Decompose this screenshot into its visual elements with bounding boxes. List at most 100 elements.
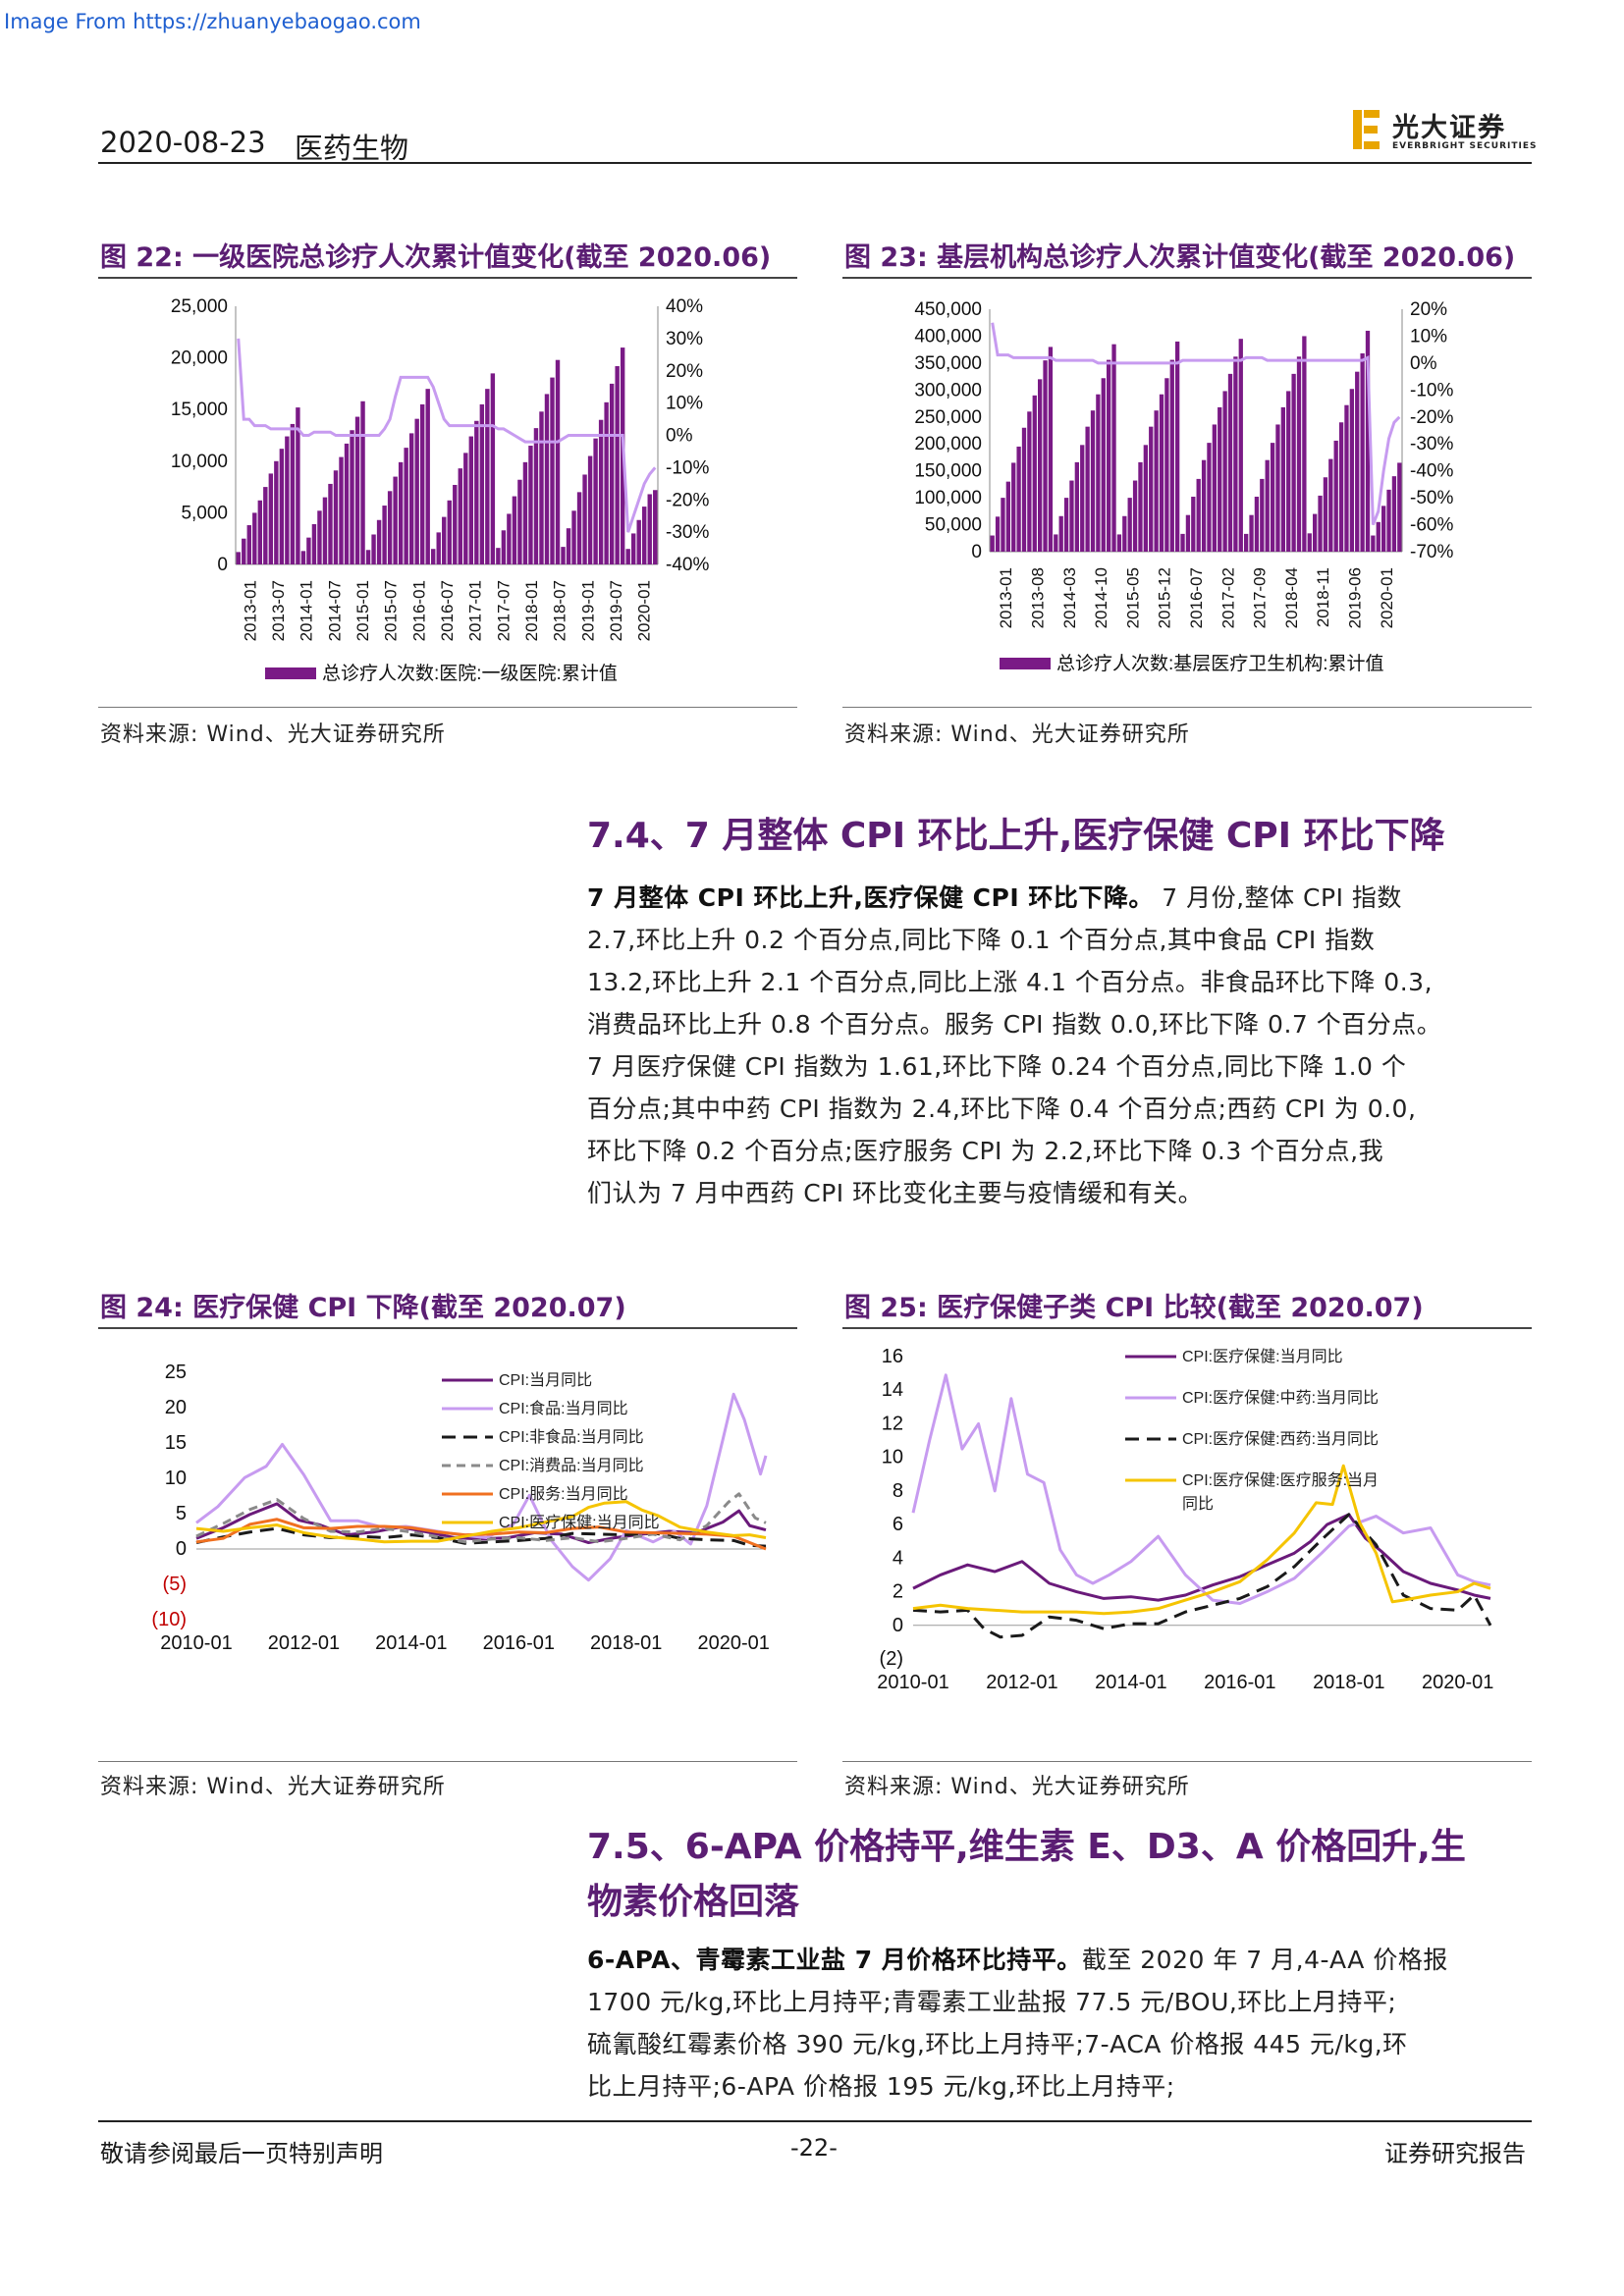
fig23-left-tick: 150,000 — [914, 461, 982, 482]
fig22-x-tick: 2018-01 — [522, 580, 541, 641]
fig23-bar — [1043, 360, 1048, 552]
fig22-bar — [431, 549, 436, 564]
fig24-y-tick: 0 — [176, 1538, 187, 1560]
fig23-left-tick: 250,000 — [914, 407, 982, 428]
fig23-bar — [1233, 356, 1238, 552]
fig23-x-tick: 2015-12 — [1156, 567, 1174, 628]
fig25-series-3 — [912, 1464, 1491, 1616]
fig23-bar — [1302, 336, 1307, 552]
fig22-right-tick: -30% — [666, 522, 709, 543]
fig24-series-4 — [195, 1518, 767, 1551]
fig22-bar — [636, 519, 641, 564]
fig23-right-tick: -20% — [1410, 407, 1453, 428]
fig22-bar — [468, 436, 474, 564]
fig24-top-rule — [98, 1327, 797, 1329]
fig22-bar — [544, 394, 550, 564]
footer-divider — [98, 2120, 1532, 2122]
fig24-title: 图 24: 医疗保健 CPI 下降(截至 2020.07) — [100, 1293, 626, 1323]
section-7-5-line-2: 硫氰酸红霉素价格 390 元/kg,环比上月持平;7-ACA 价格报 445 元… — [587, 2030, 1408, 2058]
fig22-bar — [576, 492, 582, 564]
fig24-y-tick: (5) — [163, 1574, 187, 1595]
fig25-y-tick: 14 — [882, 1379, 903, 1401]
fig23-left-tick: 400,000 — [914, 326, 982, 347]
fig22-bar — [458, 468, 462, 564]
fig23-bar — [1122, 515, 1127, 552]
fig23-x-tick: 2019-06 — [1346, 567, 1365, 628]
source-url[interactable]: Image From https://zhuanyebaogao.com — [4, 10, 421, 33]
fig24-y-tick: 15 — [165, 1432, 187, 1454]
fig22-bar — [268, 473, 274, 564]
section-7-4-title: 7.4、7 月整体 CPI 环比上升,医疗保健 CPI 环比下降 — [587, 816, 1445, 856]
fig22-bar — [587, 455, 593, 564]
fig24-x-tick: 2020-01 — [697, 1632, 769, 1654]
fig23-bar — [995, 516, 1001, 552]
fig22-bar — [604, 401, 609, 564]
fig23-bar — [1365, 330, 1371, 552]
fig23-bar — [1063, 498, 1069, 552]
fig22-legend-swatch — [265, 667, 316, 679]
fig23-bar — [1169, 359, 1174, 552]
fig22-bar — [279, 449, 285, 564]
fig22-legend-label: 总诊疗人次数:医院:一级医院:累计值 — [322, 663, 618, 684]
fig22-left-tick: 0 — [217, 555, 228, 575]
fig22-x-tick: 2019-01 — [578, 580, 597, 641]
fig23-bar — [1280, 406, 1285, 552]
section-7-4-line-1: 2.7,环比上升 0.2 个百分点,同比下降 0.1 个百分点,其中食品 CPI… — [587, 926, 1376, 954]
fig22-left-tick: 5,000 — [181, 503, 228, 523]
fig23-bar — [1185, 514, 1191, 552]
fig22-x-tick: 2015-01 — [353, 580, 372, 641]
fig22-bar — [479, 403, 485, 564]
logo-text-en: EVERBRIGHT SECURITIES — [1392, 141, 1538, 151]
fig25-series-1 — [911, 1373, 1491, 1606]
fig23-bar — [1238, 339, 1243, 552]
fig22-bar — [246, 525, 251, 564]
fig22-x-tick: 2017-07 — [494, 580, 513, 641]
fig22-line-series — [237, 338, 657, 533]
fig23-right-tick: -30% — [1410, 434, 1453, 454]
fig22-x-tick: 2016-01 — [409, 580, 428, 641]
fig23-bar — [1391, 476, 1397, 552]
fig24-series-2 — [195, 1526, 767, 1548]
fig23-bar — [1032, 395, 1037, 552]
fig25-bottom-rule — [842, 1761, 1532, 1762]
fig22-x-tick: 2017-01 — [466, 580, 485, 641]
fig23-title: 图 23: 基层机构总诊疗人次累计值变化(截至 2020.06) — [844, 242, 1516, 273]
fig24-x-tick: 2010-01 — [160, 1632, 232, 1654]
fig22-bar — [442, 516, 447, 564]
fig23-bar — [1085, 426, 1090, 552]
fig22-bar — [615, 366, 620, 564]
fig25-y-tick: (2) — [880, 1648, 903, 1670]
fig22-bar — [528, 446, 533, 564]
fig23-x-tick: 2014-03 — [1060, 567, 1079, 628]
fig22-bar — [257, 500, 263, 564]
fig23-x-tick: 2016-07 — [1187, 567, 1206, 628]
fig23-bar — [1244, 533, 1249, 552]
fig25-y-tick: 2 — [893, 1581, 903, 1603]
fig25-y-tick: 10 — [882, 1447, 903, 1468]
fig23-left-tick: 0 — [971, 542, 982, 562]
fig25-legend-label: CPI:医疗保健:西药:当月同比 — [1182, 1430, 1379, 1448]
fig22-bar — [398, 461, 404, 564]
fig22-bar — [447, 500, 452, 564]
logo-mark-icon — [1353, 110, 1380, 149]
fig22-bar — [582, 474, 587, 564]
fig25-y-tick: 0 — [893, 1615, 903, 1636]
fig23-bar — [1175, 341, 1180, 552]
fig22-bar — [263, 487, 268, 564]
footer-disclaimer: 敬请参阅最后一页特别声明 — [100, 2140, 383, 2167]
fig24-chart: 25 20 15 10 5 0 (5) (10)2010-01 2012-01 2014-01 20… — [151, 1362, 769, 1654]
fig24-legend-label: CPI:服务:当月同比 — [499, 1485, 628, 1503]
fig23-left-tick: 450,000 — [914, 299, 982, 320]
fig23-x-tick: 2015-05 — [1123, 567, 1142, 628]
fig23-bar — [1286, 391, 1291, 552]
fig22-bar — [236, 552, 241, 564]
fig23-bar — [1096, 394, 1101, 552]
fig23-x-tick: 2018-11 — [1314, 567, 1332, 627]
fig23-right-tick: -70% — [1410, 542, 1453, 562]
fig23-bar — [1159, 394, 1164, 552]
fig23-bar — [1227, 373, 1233, 552]
section-7-5-line-1: 1700 元/kg,环比上月持平;青霉素工业盐报 77.5 元/BOU,环比上月… — [587, 1988, 1397, 2016]
fig22-bar — [252, 512, 257, 564]
fig23-x-tick: 2014-10 — [1092, 567, 1110, 628]
fig22-bar — [517, 479, 522, 564]
